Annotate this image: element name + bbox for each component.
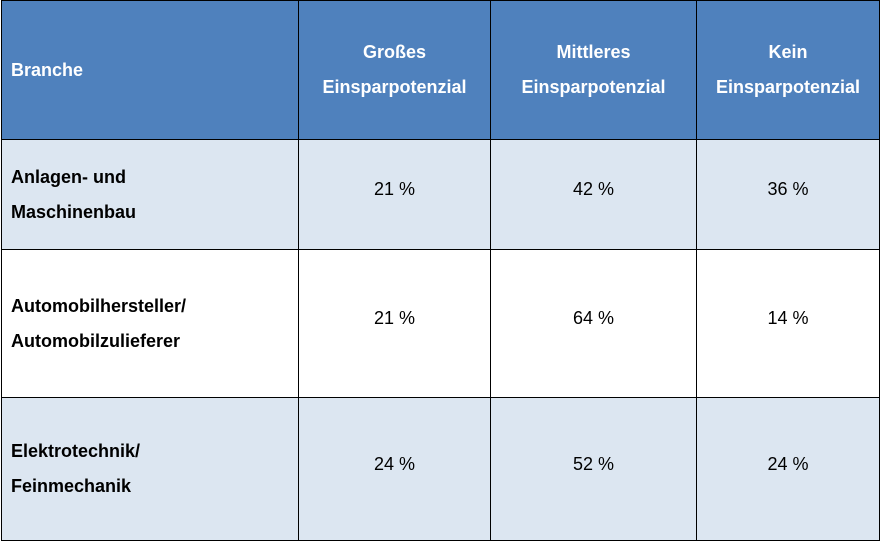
header-line: Mittleres bbox=[556, 42, 631, 62]
header-line: Großes bbox=[362, 42, 427, 62]
header-mittleres: Mittleres Einsparpotenzial bbox=[490, 0, 697, 140]
row-label-line: Automobilzulieferer bbox=[11, 330, 181, 351]
cell-grosses: 21 % bbox=[298, 139, 491, 250]
row-label-line: Feinmechanik bbox=[11, 476, 132, 496]
row-label: Automobilhersteller/ Automobilzulieferer bbox=[1, 249, 299, 398]
row-label-line: Elektrotechnik/ bbox=[11, 441, 141, 461]
cell-grosses: 21 % bbox=[298, 249, 491, 398]
header-line: Kein bbox=[768, 42, 808, 62]
cell-kein: 36 % bbox=[696, 139, 880, 250]
row-label: Anlagen- und Maschinenbau bbox=[1, 139, 299, 250]
header-line: Einsparpotenzial bbox=[715, 77, 861, 97]
header-line: Einsparpotenzial bbox=[521, 77, 666, 97]
cell-grosses: 24 % bbox=[298, 397, 491, 541]
row-label-line: Anlagen- und bbox=[11, 166, 126, 187]
cell-mittleres: 52 % bbox=[490, 397, 697, 541]
cell-mittleres: 64 % bbox=[490, 249, 697, 398]
header-branche: Branche bbox=[1, 0, 299, 140]
cell-kein: 14 % bbox=[696, 249, 880, 398]
header-line: Branche bbox=[11, 59, 84, 80]
row-label: Elektrotechnik/ Feinmechanik bbox=[1, 397, 299, 541]
header-line: Einsparpotenzial bbox=[322, 77, 467, 97]
table-row: Anlagen- und Maschinenbau 21 % 42 % 36 % bbox=[1, 139, 880, 250]
row-label-line: Maschinenbau bbox=[11, 201, 137, 222]
table-header-row: Branche Großes Einsparpotenzial Mittlere… bbox=[1, 0, 880, 140]
row-label-line: Automobilhersteller/ bbox=[11, 295, 187, 316]
cell-kein: 24 % bbox=[696, 397, 880, 541]
table-row: Elektrotechnik/ Feinmechanik 24 % 52 % 2… bbox=[1, 397, 880, 541]
cell-mittleres: 42 % bbox=[490, 139, 697, 250]
header-grosses: Großes Einsparpotenzial bbox=[298, 0, 491, 140]
table-row: Automobilhersteller/ Automobilzulieferer… bbox=[1, 249, 880, 398]
header-kein: Kein Einsparpotenzial bbox=[696, 0, 880, 140]
